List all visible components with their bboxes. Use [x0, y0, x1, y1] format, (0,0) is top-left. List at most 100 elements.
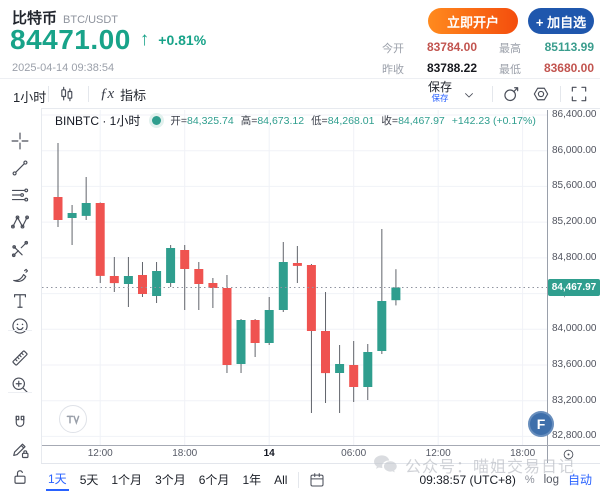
candle	[349, 365, 359, 387]
indicators-button[interactable]: ƒx 指标	[100, 85, 146, 104]
candle	[377, 301, 387, 351]
price-axis-label: 84,000.00	[552, 323, 597, 335]
time-axis-label: 18:00	[172, 448, 198, 459]
symbol-pair: BTC/USDT	[63, 14, 119, 26]
text-tool-icon[interactable]	[7, 288, 33, 314]
price-axis-label: 86,000.00	[552, 144, 597, 156]
candle	[180, 250, 190, 269]
candle	[138, 275, 147, 294]
up-arrow-icon: ↑	[139, 29, 150, 50]
time-axis-label: 18:00	[510, 448, 536, 459]
ruler-tool-icon[interactable]	[7, 345, 33, 371]
tradingview-logo[interactable]	[59, 405, 87, 433]
legend-item: 开=84,325.74	[170, 115, 234, 127]
xabcd-pattern-tool-icon[interactable]	[7, 209, 33, 235]
candle	[391, 287, 401, 301]
candle	[363, 352, 373, 387]
chart-legend: BINBTC · 1小时 开=84,325.74 高=84,673.12 低=84,…	[55, 112, 536, 129]
bottom-bar	[41, 463, 600, 497]
price-axis-label: 86,400.00	[552, 109, 597, 120]
trend-line-tool-icon[interactable]	[7, 155, 33, 181]
fx-icon: ƒx	[100, 86, 115, 102]
quote-stat: 昨收 83788.22	[382, 61, 477, 76]
time-axis-label: 06:00	[341, 448, 367, 459]
floating-f-button[interactable]: F	[528, 411, 554, 437]
horizontal-lines-tool-icon[interactable]	[7, 182, 33, 208]
candle	[292, 263, 302, 266]
range-tabs: 1天 5天 1个月 3个月 6个月 1年 All	[46, 463, 326, 496]
open-account-button[interactable]: 立即开户	[428, 8, 518, 34]
price-axis-label: 83,600.00	[552, 359, 597, 370]
tool-divider	[8, 392, 32, 393]
projection-tool-icon[interactable]	[7, 236, 33, 262]
time-axis-label: 14	[263, 448, 275, 459]
toolbar-separator	[48, 86, 49, 102]
candle	[236, 320, 246, 364]
legend-symbol: BINBTC · 1小时	[55, 114, 141, 128]
quote-timestamp: 2025-04-14 09:38:54	[12, 62, 115, 74]
symbol-title: 比特币 BTC/USDT	[12, 7, 118, 28]
quote-stat: 最高 85113.99	[499, 40, 594, 55]
save-button[interactable]: 保存 保存	[427, 80, 452, 104]
range-tab-6个月[interactable]: 6个月	[198, 473, 230, 487]
range-tab-3个月[interactable]: 3个月	[155, 473, 186, 487]
zoom-in-tool-icon[interactable]	[7, 372, 33, 398]
more-tool-icon[interactable]	[7, 490, 33, 497]
magnet-tool-icon[interactable]	[7, 410, 33, 436]
settings-gear-icon[interactable]	[531, 84, 551, 104]
drawing-lock-tool-icon[interactable]	[7, 437, 33, 463]
price-axis-label: 83,200.00	[552, 394, 597, 406]
scale-target-icon[interactable]	[561, 447, 576, 462]
quote-stat: 今开 83784.00	[382, 40, 477, 55]
price-row: 84471.00 ↑ +0.81%	[10, 24, 206, 56]
quote-stat: 最低 83680.00	[499, 61, 594, 76]
realtime-status-dot	[152, 116, 162, 125]
candle	[250, 320, 260, 343]
range-tab-5天[interactable]: 5天	[79, 473, 99, 487]
candle	[278, 262, 288, 310]
range-tab-1天[interactable]: 1天	[46, 468, 69, 491]
symbol-name: 比特币	[12, 10, 58, 27]
chart-plot[interactable]	[42, 110, 547, 445]
quote-stats: 今开 83784.00 最高 85113.99 昨收 83788.22 最低 83680.00	[382, 40, 594, 77]
crosshair-tool-icon[interactable]	[7, 128, 33, 154]
candle	[194, 269, 204, 284]
calendar-icon[interactable]	[308, 471, 326, 489]
price-axis-label: 82,800.00	[552, 430, 597, 442]
range-separator	[298, 471, 300, 488]
legend-item: 高=84,673.12	[240, 115, 305, 127]
log-scale-option[interactable]: log	[543, 473, 559, 486]
candle	[67, 213, 77, 218]
range-tab-All[interactable]: All	[274, 472, 288, 487]
auto-scale-option[interactable]: 自动	[567, 473, 592, 487]
candle	[222, 288, 232, 365]
chart-type-candles-icon[interactable]	[57, 84, 77, 104]
candle	[306, 265, 316, 331]
price-axis-label: 85,600.00	[552, 180, 597, 192]
range-tab-1年[interactable]: 1年	[242, 473, 262, 487]
snapshot-camera-icon[interactable]	[501, 84, 521, 104]
price-axis-label: 85,200.00	[552, 216, 597, 228]
interval-button[interactable]: 1小时	[13, 90, 47, 105]
range-tab-1个月[interactable]: 1个月	[111, 473, 143, 487]
add-watchlist-button[interactable]: + 加自选	[528, 8, 594, 34]
toolbar-separator	[560, 86, 561, 102]
candle	[123, 276, 133, 284]
candle	[264, 310, 274, 343]
candle	[95, 203, 105, 276]
emoji-tool-icon[interactable]	[7, 313, 33, 339]
status-row: 09:38:57 (UTC+8) % log 自动	[419, 463, 592, 496]
toolbar-separator	[88, 86, 89, 102]
header-divider	[0, 78, 600, 79]
lock-open-tool-icon[interactable]	[7, 464, 33, 490]
percent-scale-option[interactable]: %	[524, 473, 535, 486]
toolbar-separator	[492, 86, 493, 102]
fullscreen-icon[interactable]	[569, 84, 589, 104]
toolbar-divider	[0, 108, 600, 109]
legend-item: 低=84,268.01	[311, 115, 375, 127]
candle	[81, 203, 91, 216]
clock[interactable]: 09:38:57 (UTC+8)	[419, 472, 516, 487]
brush-tool-icon[interactable]	[7, 262, 33, 288]
chevron-down-icon[interactable]	[462, 88, 476, 102]
